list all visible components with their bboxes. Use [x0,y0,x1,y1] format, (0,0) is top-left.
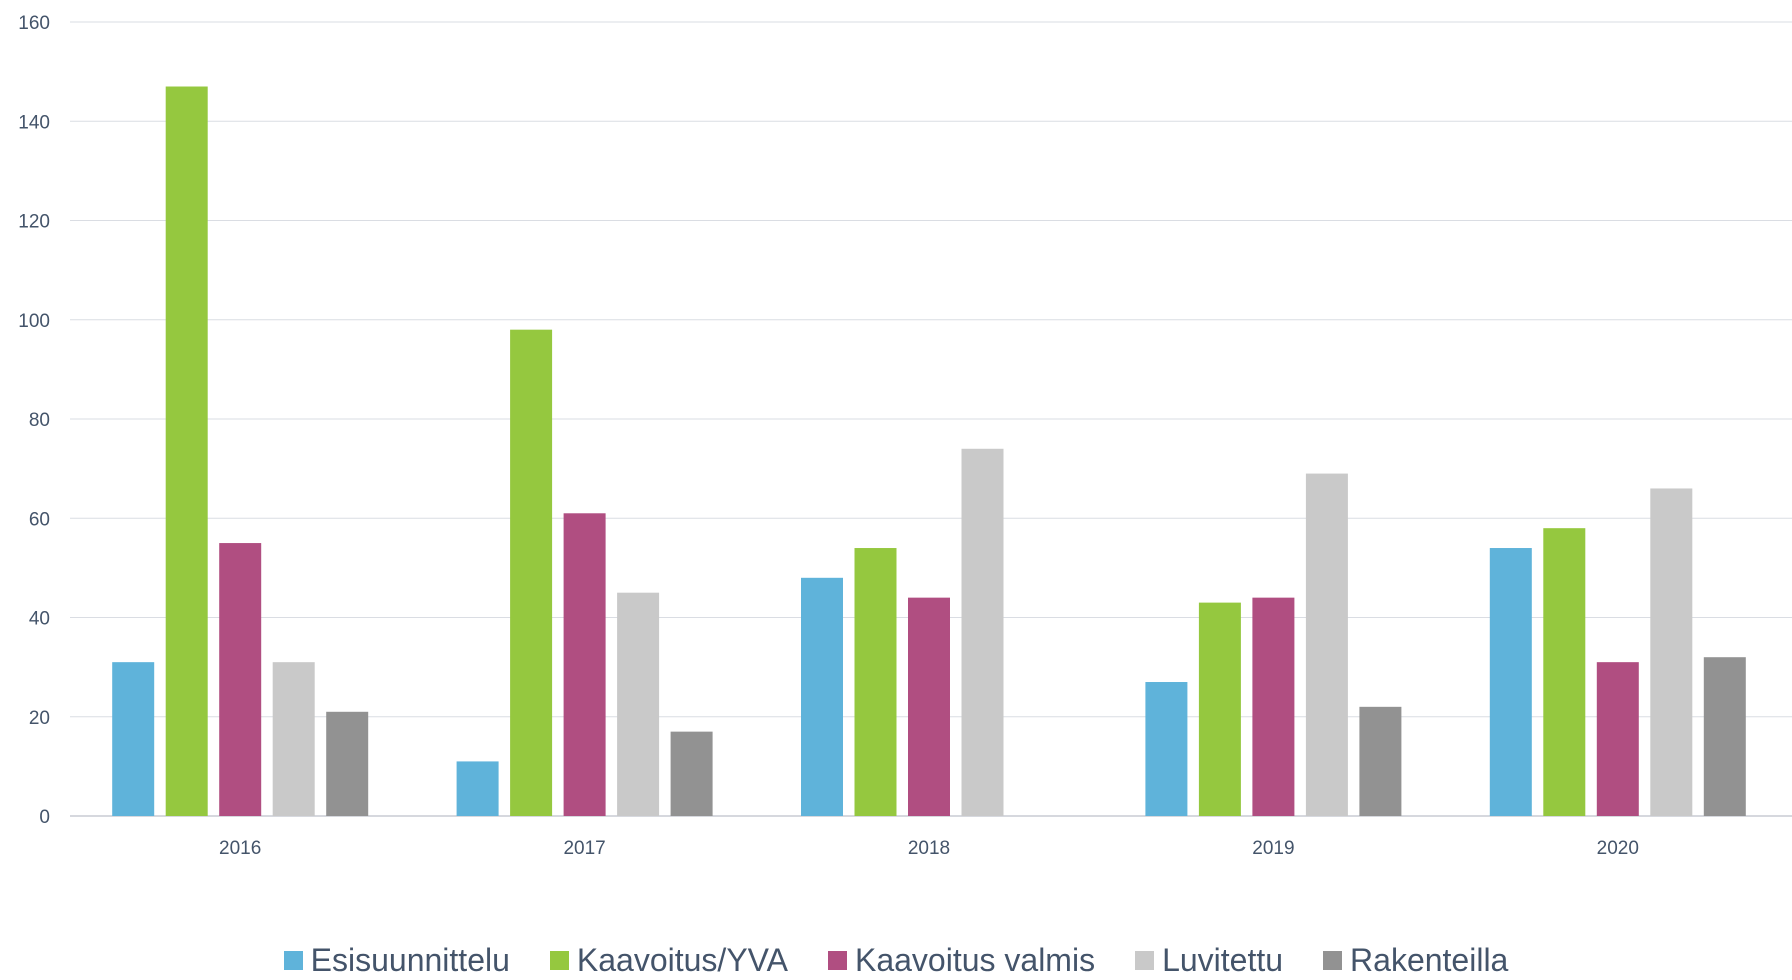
legend-label: Kaavoitus/YVA [576,941,788,978]
bar [1145,682,1188,816]
bar [112,662,155,816]
legend-label: Kaavoitus valmis [854,941,1096,978]
bar [219,543,262,816]
bar [1650,488,1693,816]
legend-item: Kaavoitus valmis [827,941,1096,979]
legend-item: Kaavoitus/YVA [549,941,788,979]
bar [1252,597,1295,816]
bar [326,711,369,816]
bar [165,86,208,816]
bar [456,761,499,816]
bar [1198,602,1241,816]
y-tick-label: 60 [29,509,50,530]
legend-swatch [1323,950,1343,970]
legend-label: Esisuunnittelu [310,941,510,978]
legend-swatch [283,950,303,970]
x-tick-label: 2018 [908,838,950,859]
bar [961,448,1004,816]
bar [801,577,843,816]
bar [617,592,660,816]
bar [908,597,950,816]
x-tick-label: 2020 [1597,838,1639,859]
x-tick-label: 2016 [219,838,261,859]
legend-label: Luvitettu [1162,941,1284,978]
y-tick-label: 0 [39,807,50,828]
x-tick-label: 2019 [1252,838,1294,859]
legend-item: Esisuunnittelu [283,941,510,979]
y-tick-label: 100 [18,311,50,332]
y-tick-label: 20 [29,708,50,729]
legend-swatch [549,950,569,970]
bar [510,329,553,816]
bar [1305,473,1348,816]
bar [1543,528,1586,816]
y-tick-label: 80 [29,410,50,431]
bar [1596,662,1639,816]
bar [1489,548,1532,816]
legend-label: Rakenteilla [1350,941,1509,978]
bar [854,548,897,816]
legend-item: Luvitettu [1135,942,1283,979]
bar [1359,706,1402,816]
x-axis-ticks: 2016 2017 2018 2019 2020 [219,838,1639,859]
y-tick-label: 120 [18,212,50,233]
y-tick-label: 160 [18,13,50,34]
y-axis-ticks: 0 20 40 60 80 100 120 140 160 [18,13,50,828]
x-tick-label: 2017 [563,838,605,859]
legend: Esisuunnittelu Kaavoitus/YVA Kaavoitus val… [0,940,1792,980]
bar [1703,657,1746,816]
legend-swatch [1135,950,1155,970]
y-tick-label: 40 [29,609,50,630]
legend-swatch [827,950,847,970]
bar [272,662,315,816]
y-tick-label: 140 [18,112,50,133]
bars [112,86,1746,816]
bar [563,513,606,816]
bar [670,731,713,816]
legend-item: Rakenteilla [1323,942,1508,979]
